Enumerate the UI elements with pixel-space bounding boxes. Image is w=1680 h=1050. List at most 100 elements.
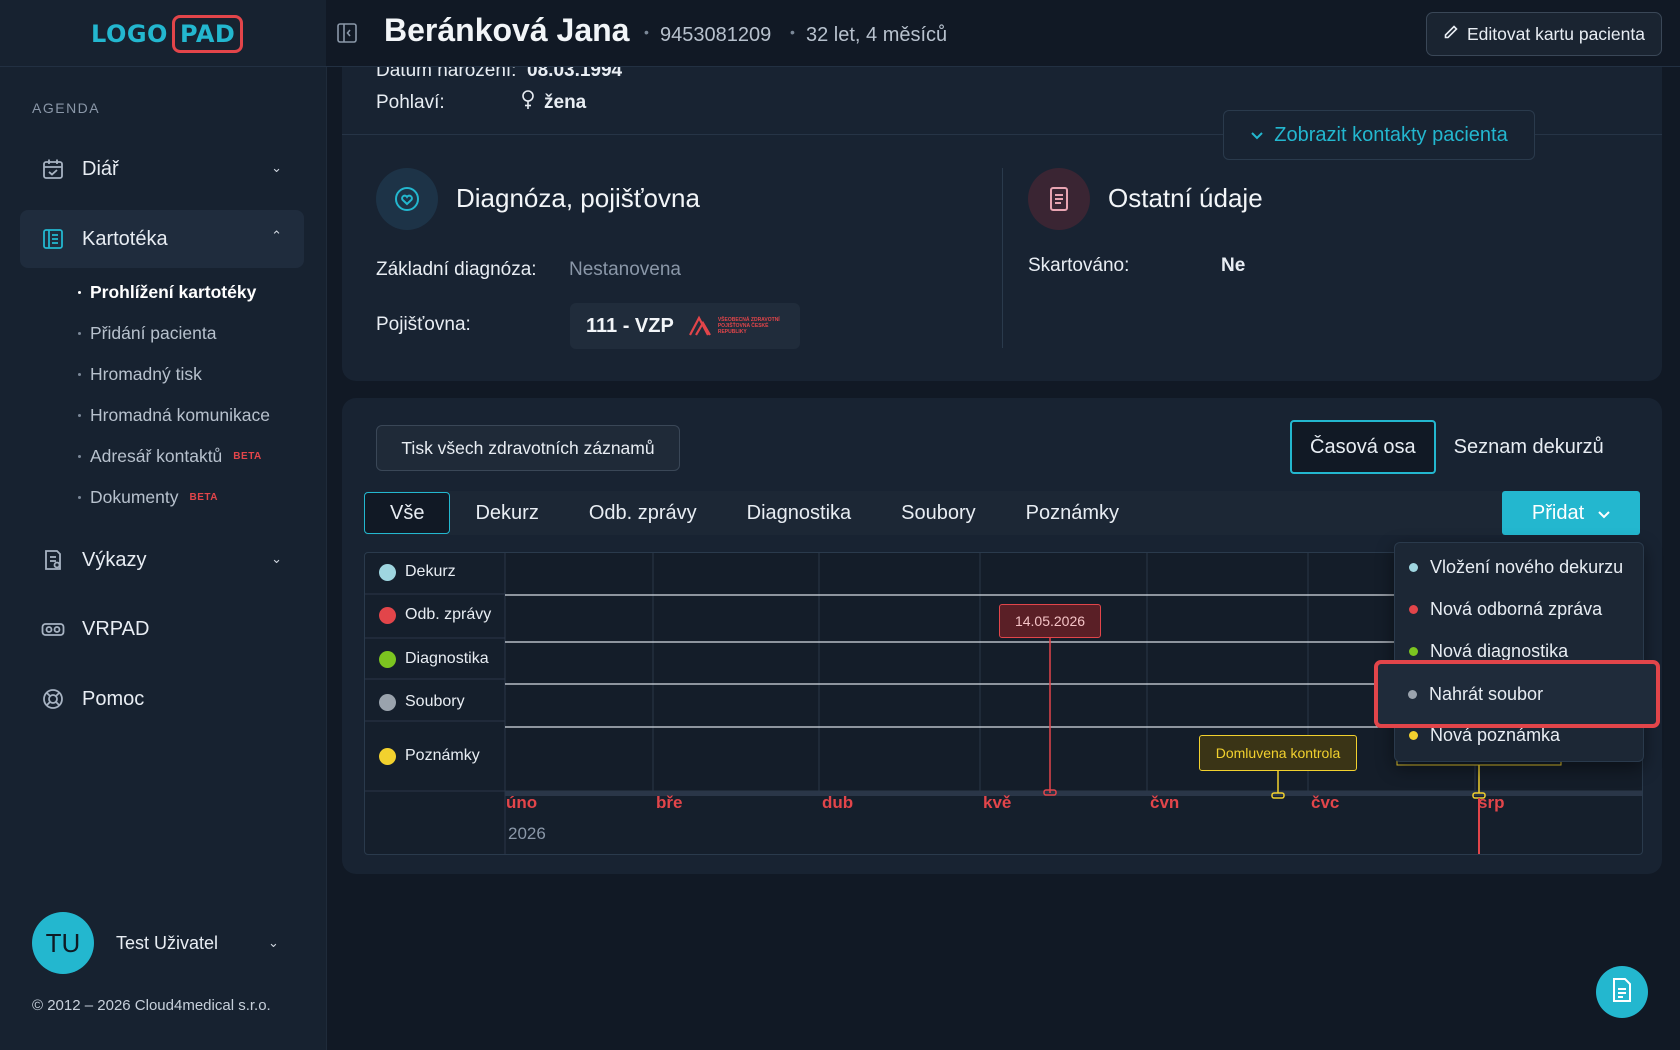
filter-reports[interactable]: Odb. zprávy bbox=[588, 501, 697, 524]
sidebar-item-kartoteka[interactable]: Kartotéka ⌃ bbox=[20, 210, 304, 268]
filter-bar bbox=[364, 491, 1640, 535]
menu-dot-icon bbox=[1409, 647, 1418, 656]
base-diagnosis-value: Nestanovena bbox=[569, 259, 681, 280]
bullet-icon bbox=[78, 332, 81, 335]
menu-item-upload-file[interactable]: Nahrát soubor bbox=[1374, 660, 1660, 728]
sidebar-subitem-pridani[interactable]: Přidání pacienta bbox=[78, 323, 216, 344]
sidebar-divider bbox=[0, 66, 326, 67]
month-label: kvě bbox=[983, 793, 1012, 812]
patient-age: 32 let, 4 měsíců bbox=[806, 24, 948, 46]
bullet-icon bbox=[78, 414, 81, 417]
bullet-icon bbox=[78, 496, 81, 499]
copyright: © 2012 – 2026 Cloud4medical s.r.o. bbox=[32, 997, 271, 1014]
lane-label: Soubory bbox=[405, 693, 465, 710]
shredded-value: Ne bbox=[1221, 255, 1246, 276]
chevron-down-icon bbox=[1250, 124, 1264, 147]
filter-dekurz[interactable]: Dekurz bbox=[475, 501, 539, 524]
sidebar-item-label: Pomoc bbox=[82, 687, 145, 710]
bullet-icon bbox=[78, 455, 81, 458]
diagnosis-title: Diagnóza, pojišťovna bbox=[456, 183, 700, 213]
edit-patient-label: Editovat kartu pacienta bbox=[1466, 23, 1645, 44]
menu-item-label: Nahrát soubor bbox=[1429, 684, 1544, 704]
logo[interactable]: LOGO PAD bbox=[91, 14, 244, 54]
avatar: TU bbox=[32, 912, 94, 974]
section-divider bbox=[1002, 168, 1003, 348]
sidebar-item-pomoc[interactable]: Pomoc bbox=[20, 670, 304, 728]
vzp-logo-text: VŠEOBECNÁ ZDRAVOTNÍ POJIŠŤOVNA ČESKÉ REP… bbox=[717, 317, 780, 335]
menu-item-new-note[interactable]: Nová poznámka bbox=[1409, 725, 1560, 746]
sex-row: žena bbox=[520, 90, 586, 116]
show-contacts-button[interactable]: Zobrazit kontakty pacienta bbox=[1223, 110, 1535, 160]
view-switch: Časová osa Seznam dekurzů bbox=[1290, 420, 1622, 474]
shredded-label: Skartováno: bbox=[1028, 255, 1130, 276]
lane-reports: Odb. zprávy bbox=[379, 606, 491, 624]
menu-item-new-diagnostics[interactable]: Nová diagnostika bbox=[1409, 641, 1568, 662]
menu-item-label: Nová poznámka bbox=[1430, 725, 1561, 745]
lifebuoy-icon bbox=[40, 686, 66, 712]
sidebar-collapse-icon[interactable] bbox=[336, 22, 358, 44]
sidebar-subitem-adresar[interactable]: Adresář kontaktů BETA bbox=[78, 446, 262, 467]
user-menu[interactable]: TU Test Uživatel ⌄ bbox=[32, 912, 279, 974]
sidebar-subitem-dokumenty[interactable]: Dokumenty BETA bbox=[78, 487, 218, 508]
month-label: čvc bbox=[1311, 793, 1340, 812]
logo-text-pad: PAD bbox=[171, 15, 244, 53]
sex-label: Pohlaví: bbox=[376, 92, 445, 113]
sidebar-item-vrpad[interactable]: VRPAD bbox=[20, 600, 304, 658]
edit-patient-button[interactable]: Editovat kartu pacienta bbox=[1425, 12, 1662, 56]
menu-item-label: Vložení nového dekurzu bbox=[1430, 557, 1624, 577]
sidebar: LOGO PAD AGENDA Diář ⌄ Kartotéka ⌃ Prohl… bbox=[0, 0, 327, 1050]
other-title: Ostatní údaje bbox=[1108, 183, 1263, 213]
sidebar-item-vykazy[interactable]: Výkazy ⌄ bbox=[20, 531, 304, 589]
sidebar-subitem-label: Adresář kontaktů bbox=[90, 446, 223, 466]
sex-value: žena bbox=[544, 92, 587, 113]
month-label: čvn bbox=[1150, 793, 1180, 812]
sidebar-item-label: Výkazy bbox=[82, 548, 147, 571]
chevron-down-icon bbox=[1598, 502, 1610, 525]
upload-file-row: Nahrát soubor bbox=[1408, 684, 1543, 705]
sidebar-subitem-prohlizeni[interactable]: Prohlížení kartotéky bbox=[78, 282, 256, 303]
sidebar-subitem-label: Hromadný tisk bbox=[90, 364, 202, 384]
event-report-tag[interactable]: 14.05.2026 bbox=[999, 604, 1101, 638]
menu-item-label: Nová odborná zpráva bbox=[1430, 599, 1603, 619]
tab-decursus-list[interactable]: Seznam dekurzů bbox=[1453, 435, 1604, 458]
print-all-records-button[interactable]: Tisk všech zdravotních záznamů bbox=[376, 425, 680, 471]
menu-item-new-report[interactable]: Nová odborná zpráva bbox=[1409, 599, 1602, 620]
sidebar-item-diar[interactable]: Diář ⌄ bbox=[20, 140, 304, 198]
sidebar-subitem-komunikace[interactable]: Hromadná komunikace bbox=[78, 405, 270, 426]
sidebar-subitem-label: Prohlížení kartotéky bbox=[90, 282, 257, 302]
menu-item-new-dekurz[interactable]: Vložení nového dekurzu bbox=[1409, 557, 1623, 578]
lane-diagnostics: Diagnostika bbox=[379, 650, 489, 668]
month-label: dub bbox=[822, 793, 854, 812]
lane-label: Dekurz bbox=[405, 563, 456, 580]
pencil-icon bbox=[1443, 24, 1459, 45]
lane-files: Soubory bbox=[379, 693, 465, 711]
sidebar-section-label: AGENDA bbox=[32, 100, 101, 116]
filter-notes[interactable]: Poznámky bbox=[1025, 501, 1120, 524]
lane-label: Odb. zprávy bbox=[405, 606, 492, 623]
add-record-label: Přidat bbox=[1531, 501, 1585, 524]
heart-icon bbox=[376, 168, 438, 230]
report-icon bbox=[40, 547, 66, 573]
beta-badge: BETA bbox=[233, 451, 262, 462]
filter-all[interactable]: Vše bbox=[364, 492, 451, 534]
lane-dot-icon bbox=[379, 650, 396, 668]
tab-timeline[interactable]: Časová osa bbox=[1290, 420, 1436, 474]
vr-headset-icon bbox=[40, 616, 66, 642]
lane-dot-icon bbox=[379, 693, 396, 711]
filter-files[interactable]: Soubory bbox=[901, 501, 976, 524]
patient-id: 9453081209 bbox=[660, 24, 772, 46]
menu-dot-icon bbox=[1409, 731, 1418, 740]
sidebar-subitem-hromadny-tisk[interactable]: Hromadný tisk bbox=[78, 364, 202, 385]
chevron-down-icon: ⌄ bbox=[271, 551, 282, 566]
filter-diagnostics[interactable]: Diagnostika bbox=[746, 501, 852, 524]
month-label: úno bbox=[506, 793, 538, 812]
add-record-menu: Vložení nového dekurzu Nová odborná zprá… bbox=[1394, 542, 1644, 762]
document-fab-button[interactable] bbox=[1596, 966, 1648, 1018]
sidebar-subitem-label: Přidání pacienta bbox=[90, 323, 217, 343]
event-note-tag[interactable]: Domluvena kontrola bbox=[1199, 735, 1357, 771]
add-record-button[interactable]: Přidat bbox=[1502, 491, 1640, 535]
sidebar-subitem-label: Dokumenty bbox=[90, 487, 179, 507]
sidebar-item-label: VRPAD bbox=[82, 617, 150, 640]
vzp-logo-icon: VŠEOBECNÁ ZDRAVOTNÍ POJIŠŤOVNA ČESKÉ REP… bbox=[688, 315, 790, 337]
menu-item-label: Nová diagnostika bbox=[1430, 641, 1569, 661]
